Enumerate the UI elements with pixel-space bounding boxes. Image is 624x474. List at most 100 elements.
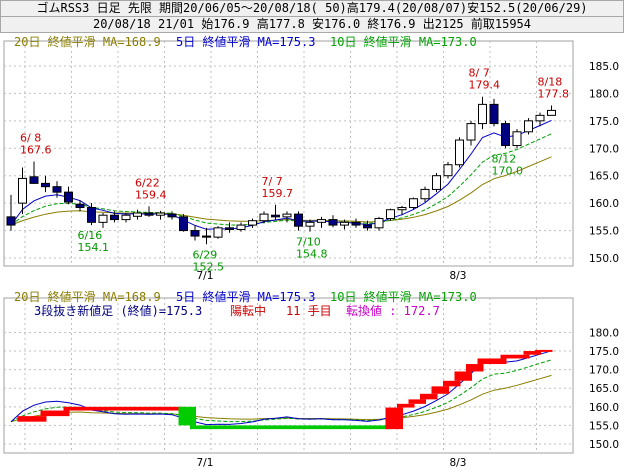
legend2-ma5: 5日 終値平滑 MA=175.3: [176, 289, 315, 304]
p2-x-tick-label: 7/1: [197, 457, 214, 469]
annotation-value: 177.8: [538, 87, 570, 100]
p2-ma5-line: [10, 350, 552, 426]
p1-y-tick-label: 165.0: [589, 171, 619, 183]
annotation-value: 167.6: [20, 143, 52, 156]
candle-body: [535, 114, 545, 122]
legend-ma10: 10日 終値平滑 MA=173.0: [330, 34, 477, 49]
annotation-value: 159.4: [135, 188, 167, 201]
tlb-brick: [535, 349, 553, 352]
p2-y-tick-label: 180.0: [589, 327, 619, 339]
legend-ma20: 20日 終値平滑 MA=168.9: [14, 34, 161, 49]
tlb-brick: [523, 351, 541, 355]
tlb-brick: [500, 354, 530, 359]
three-line-break-x-ticks: 7/1 8/3: [197, 457, 467, 469]
candle-body: [87, 207, 96, 223]
candle-body: [29, 176, 39, 184]
three-line-break-grid: [4, 298, 573, 453]
candle-body: [501, 123, 510, 147]
candle-body: [489, 103, 499, 125]
p1-y-tick-label: 170.0: [589, 143, 619, 155]
candle-body: [397, 207, 407, 211]
annotation-date: 6/22: [135, 176, 160, 189]
candle-body: [524, 120, 533, 133]
candle-body: [478, 103, 487, 125]
candlestick-x-ticks: 7/1 8/3: [197, 270, 467, 282]
candle-body: [455, 139, 464, 166]
candle-body: [443, 164, 453, 177]
p2-y-tick-label: 160.0: [589, 402, 619, 414]
tlb-brick: [397, 403, 415, 408]
candle-body: [213, 227, 223, 238]
candle-body: [351, 221, 361, 226]
p1-y-tick-label: 160.0: [589, 198, 619, 210]
chart-header-ohlc: 20/08/18 21/01 始176.9 高177.8 安176.0 終176…: [0, 16, 624, 33]
annotation-date: 6/ 8: [20, 131, 41, 144]
candlestick-series: [6, 96, 556, 245]
p2-ma10-line: [10, 359, 552, 423]
tlb-brick: [190, 425, 392, 430]
candle-body: [75, 203, 85, 209]
chart-header-period: ゴムRSS3 日足 先限 期間20/06/05～20/08/18( 50)高17…: [0, 0, 624, 17]
candle-body: [386, 209, 395, 219]
candle-body: [340, 221, 349, 226]
candle-body: [133, 212, 142, 217]
p2-y-tick-label: 155.0: [589, 420, 619, 432]
p1-y-tick-label: 185.0: [589, 61, 619, 73]
annotation-date: 6/16: [78, 229, 103, 242]
candle-body: [282, 213, 292, 218]
annotation-value: 170.0: [492, 164, 524, 177]
candle-body: [6, 216, 16, 226]
p1-x-tick-label: 8/3: [450, 270, 467, 282]
p1-y-tick-label: 150.0: [589, 253, 619, 265]
candle-body: [236, 224, 246, 230]
candle-body: [374, 217, 384, 229]
p2-ma20-line: [10, 374, 552, 423]
candle-body: [317, 219, 326, 223]
annotation-date: 8/ 7: [469, 67, 490, 80]
legend-ma5: 5日 終値平滑 MA=175.3: [176, 34, 315, 49]
tlb-brick: [63, 406, 185, 411]
candlestick-plot-frame: [3, 40, 574, 267]
tlb-info-reversal: 転換値 : 172.7: [346, 303, 440, 318]
candle-body: [248, 220, 257, 226]
candle-body: [190, 230, 200, 237]
candlestick-y-ticks: 150.0 155.0 160.0 165.0 170.0 175.0 180.0 185.0: [589, 61, 619, 265]
candle-body: [328, 219, 338, 226]
candle-body: [98, 214, 108, 223]
annotation-date: 8/12: [492, 152, 517, 165]
p1-y-tick-label: 155.0: [589, 226, 619, 238]
candle-body: [305, 221, 315, 227]
candle-body: [167, 213, 177, 218]
p2-x-tick-label: 8/3: [450, 457, 467, 469]
p1-ma20-line: [10, 156, 552, 226]
tlb-brick: [443, 380, 461, 387]
tlb-brick: [466, 364, 484, 372]
tlb-brick: [408, 399, 426, 404]
tlb-info-label: 3段抜き新値足 (終値)=175.3: [34, 303, 202, 318]
candle-body: [41, 182, 50, 188]
three-line-break-y-ticks: 150.0 155.0 160.0 165.0 170.0 175.0 180.0: [589, 327, 619, 451]
candle-body: [271, 214, 280, 218]
annotation-date: 7/ 7: [262, 175, 283, 188]
candle-body: [432, 175, 441, 190]
three-line-break-bricks: [17, 349, 553, 430]
candle-body: [179, 216, 188, 232]
candle-body: [547, 109, 556, 116]
legend2-ma10: 10日 終値平滑 MA=173.0: [330, 289, 477, 304]
p1-y-tick-label: 175.0: [589, 116, 619, 128]
tlb-info-state: 陽転中: [230, 303, 266, 318]
candle-body: [121, 214, 131, 221]
candle-body: [144, 212, 154, 216]
tlb-brick: [17, 416, 47, 422]
annotation-value: 154.1: [78, 241, 110, 254]
tlb-brick: [385, 407, 403, 430]
tlb-brick: [454, 371, 472, 381]
p1-ma10-line: [10, 133, 552, 226]
annotation-date: 8/18: [538, 75, 563, 88]
candle-body: [409, 198, 418, 209]
tlb-brick: [420, 393, 438, 400]
candle-body: [64, 191, 73, 203]
three-line-break-ma-lines: [10, 350, 552, 426]
p1-y-tick-label: 180.0: [589, 88, 619, 100]
